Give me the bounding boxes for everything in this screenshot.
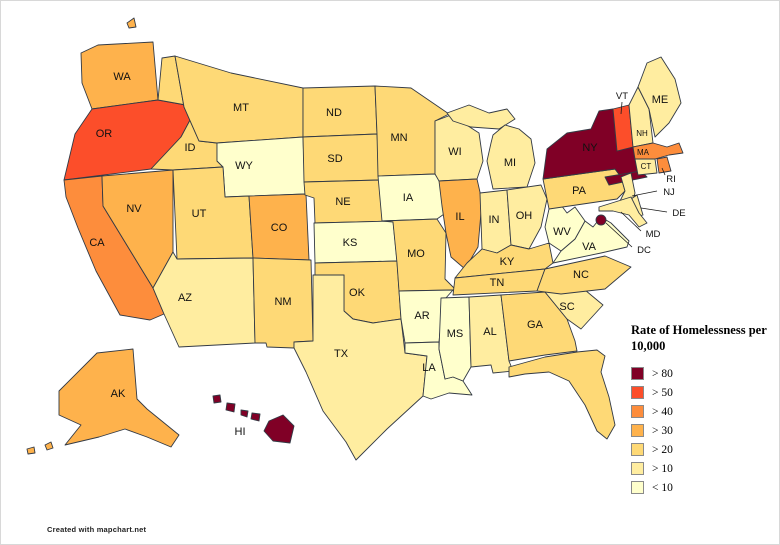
state-hi-island-3[interactable] bbox=[240, 409, 249, 418]
legend-swatch-gt80 bbox=[631, 367, 644, 381]
legend-title: Rate of Homelessness per 10,000 bbox=[631, 323, 767, 353]
state-hi-big-island[interactable] bbox=[263, 414, 295, 444]
state-label-ri: RI bbox=[666, 174, 676, 185]
state-label-vt: VT bbox=[616, 91, 628, 102]
state-ak-island-2[interactable] bbox=[26, 446, 36, 455]
state-label-hi: HI bbox=[235, 426, 246, 438]
state-ia[interactable] bbox=[377, 173, 448, 222]
legend-label: < 10 bbox=[652, 481, 673, 494]
state-label-dc: DC bbox=[637, 245, 651, 256]
state-nm[interactable] bbox=[252, 257, 314, 349]
leader-line-nj bbox=[631, 190, 658, 197]
state-nc[interactable] bbox=[536, 255, 632, 295]
state-hi-island-2[interactable] bbox=[225, 402, 236, 413]
state-ak[interactable] bbox=[58, 348, 180, 448]
state-hi-island-1[interactable] bbox=[212, 394, 222, 404]
leader-line-vt bbox=[620, 101, 623, 115]
legend-label: > 80 bbox=[652, 367, 673, 380]
state-fl[interactable] bbox=[508, 349, 616, 440]
state-nh[interactable] bbox=[628, 86, 654, 148]
legend-row: > 10 bbox=[631, 459, 773, 478]
state-label-nj: NJ bbox=[663, 187, 675, 198]
legend-label: > 20 bbox=[652, 443, 673, 456]
state-label-de: DE bbox=[672, 208, 685, 219]
legend-swatch-gt20 bbox=[631, 443, 644, 457]
state-md[interactable] bbox=[598, 196, 648, 228]
state-nd[interactable] bbox=[302, 85, 378, 138]
legend-swatch-gt50 bbox=[631, 386, 644, 400]
state-in[interactable] bbox=[479, 189, 512, 254]
state-mi-upper[interactable] bbox=[446, 104, 516, 130]
state-mi-mitten[interactable] bbox=[486, 124, 536, 190]
state-dc-dot[interactable] bbox=[595, 214, 607, 226]
state-ks[interactable] bbox=[313, 220, 398, 264]
state-tx[interactable] bbox=[293, 274, 428, 461]
state-wa-island[interactable] bbox=[126, 17, 137, 29]
legend-swatch-gt30 bbox=[631, 424, 644, 438]
leader-line-dc bbox=[605, 222, 633, 248]
legend-swatch-gt40 bbox=[631, 405, 644, 419]
state-ms[interactable] bbox=[438, 296, 472, 382]
legend-label: > 50 bbox=[652, 386, 673, 399]
legend-row: > 50 bbox=[631, 383, 773, 402]
legend-swatch-gt10 bbox=[631, 462, 644, 476]
legend-label: > 10 bbox=[652, 462, 673, 475]
leader-line-ri bbox=[661, 167, 666, 176]
legend-row: > 30 bbox=[631, 421, 773, 440]
state-wy[interactable] bbox=[216, 136, 306, 198]
legend-row: < 10 bbox=[631, 478, 773, 497]
state-ak-island-1[interactable] bbox=[44, 441, 54, 451]
state-me[interactable] bbox=[637, 56, 682, 138]
state-mt[interactable] bbox=[174, 55, 304, 144]
legend-rows: > 80 > 50 > 40 > 30 > 20 > 10 < 10 bbox=[631, 364, 773, 497]
leader-line-de bbox=[640, 207, 668, 213]
state-ct[interactable] bbox=[634, 158, 658, 176]
state-az[interactable] bbox=[152, 251, 256, 348]
legend: Rate of Homelessness per 10,000 > 80 > 5… bbox=[631, 323, 773, 497]
state-wa[interactable] bbox=[80, 41, 159, 110]
legend-row: > 40 bbox=[631, 402, 773, 421]
state-hi-island-4[interactable] bbox=[250, 412, 261, 422]
state-co[interactable] bbox=[248, 193, 310, 261]
state-sd[interactable] bbox=[302, 133, 381, 183]
legend-row: > 80 bbox=[631, 364, 773, 383]
state-ma[interactable] bbox=[632, 142, 684, 160]
legend-row: > 20 bbox=[631, 440, 773, 459]
legend-label: > 40 bbox=[652, 405, 673, 418]
legend-label: > 30 bbox=[652, 424, 673, 437]
state-label-md: MD bbox=[646, 229, 661, 240]
state-ri[interactable] bbox=[656, 156, 672, 174]
state-ky[interactable] bbox=[454, 242, 554, 279]
state-oh[interactable] bbox=[506, 184, 548, 250]
map-credit: Created with mapchart.net bbox=[47, 525, 147, 534]
leader-line-md bbox=[620, 211, 642, 232]
legend-swatch-lt10 bbox=[631, 481, 644, 495]
state-wv[interactable] bbox=[544, 204, 586, 252]
